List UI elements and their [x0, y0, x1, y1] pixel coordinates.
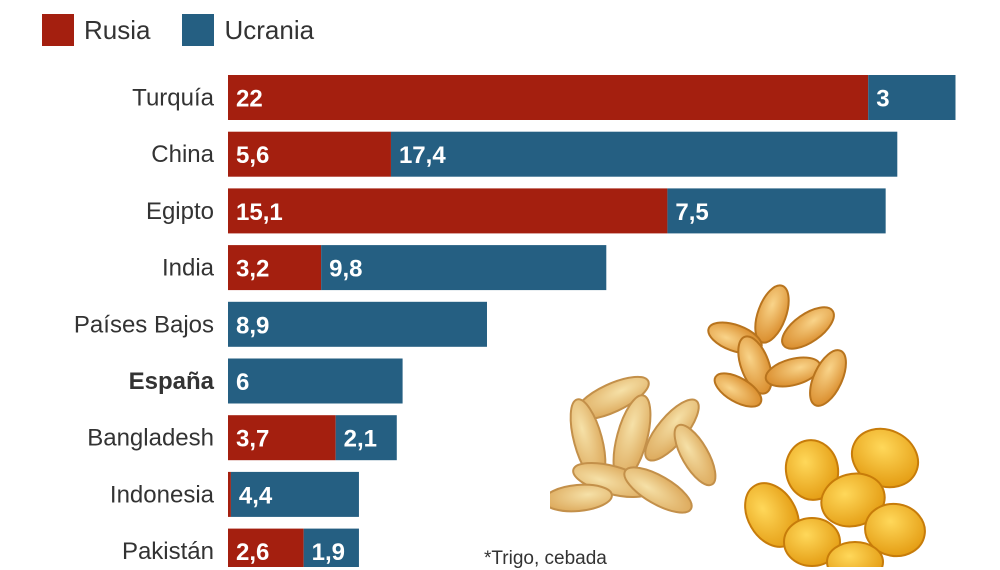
bar-value-china-series-1: 17,4	[399, 142, 446, 169]
barley-grains	[707, 284, 847, 408]
bar-china-series-1	[390, 131, 898, 177]
bar-india-series-0	[228, 245, 322, 291]
bar-value-turqu-a-series-0: 22	[236, 86, 263, 113]
category-label-pa-ses-bajos: Países Bajos	[74, 311, 214, 338]
bar-indonesia-series-0	[228, 471, 231, 517]
legend-swatch-ukraine	[182, 14, 215, 46]
bar-value-bangladesh-series-1: 2,1	[344, 426, 377, 453]
bar-value-turqu-a-series-1: 3	[876, 86, 889, 113]
bar-pa-ses-bajos-series-1	[228, 301, 487, 347]
bar-egipto-series-1	[667, 188, 886, 234]
bar-turqu-a-series-1	[868, 75, 956, 120]
legend-item-ukraine: Ucrania	[182, 14, 314, 46]
legend-label-ukraine: Ucrania	[224, 14, 315, 45]
category-label-indonesia: Indonesia	[110, 481, 215, 508]
bar-egipto-series-0	[228, 188, 668, 234]
category-label-espa-a: España	[129, 368, 215, 395]
legend-item-russia: Rusia	[42, 14, 150, 46]
bar-indonesia-series-1	[230, 471, 359, 517]
category-label-egipto: Egipto	[146, 198, 214, 225]
bar-value-pakist-n-series-1: 1,9	[312, 539, 345, 566]
bar-pakist-n-series-0	[228, 528, 304, 567]
bar-bangladesh-series-0	[228, 415, 336, 461]
category-label-bangladesh: Bangladesh	[87, 425, 214, 452]
bar-value-india-series-0: 3,2	[236, 256, 269, 283]
bar-value-pakist-n-series-0: 2,6	[236, 539, 269, 566]
bar-value-pa-ses-bajos-series-1: 8,9	[236, 312, 269, 339]
bar-bangladesh-series-1	[335, 415, 397, 461]
bar-turqu-a-series-0	[228, 75, 869, 120]
bar-value-india-series-1: 9,8	[329, 256, 362, 283]
bar-pakist-n-series-1	[303, 528, 359, 567]
wheat-grains	[550, 375, 717, 514]
bar-value-espa-a-series-1: 6	[236, 369, 249, 396]
category-label-turqu-a: Turquía	[132, 85, 214, 112]
bar-value-egipto-series-1: 7,5	[675, 199, 708, 226]
footnote: *Trigo, cebada	[484, 548, 607, 569]
legend-swatch-russia	[42, 14, 74, 46]
grain-illustration	[550, 284, 926, 567]
category-label-pakist-n: Pakistán	[122, 538, 214, 565]
corn-grains	[744, 427, 926, 567]
category-label-india: India	[162, 255, 215, 282]
bar-value-indonesia-series-1: 4,4	[239, 482, 273, 509]
bar-value-bangladesh-series-0: 3,7	[236, 426, 269, 453]
bar-india-series-1	[321, 245, 607, 291]
legend: Rusia Ucrania	[42, 10, 346, 50]
bar-espa-a-series-1	[228, 358, 403, 404]
bar-value-egipto-series-0: 15,1	[236, 199, 283, 226]
category-label-china: China	[151, 141, 214, 168]
legend-label-russia: Rusia	[84, 14, 151, 45]
bar-china-series-0	[228, 131, 391, 177]
bar-value-china-series-0: 5,6	[236, 142, 269, 169]
